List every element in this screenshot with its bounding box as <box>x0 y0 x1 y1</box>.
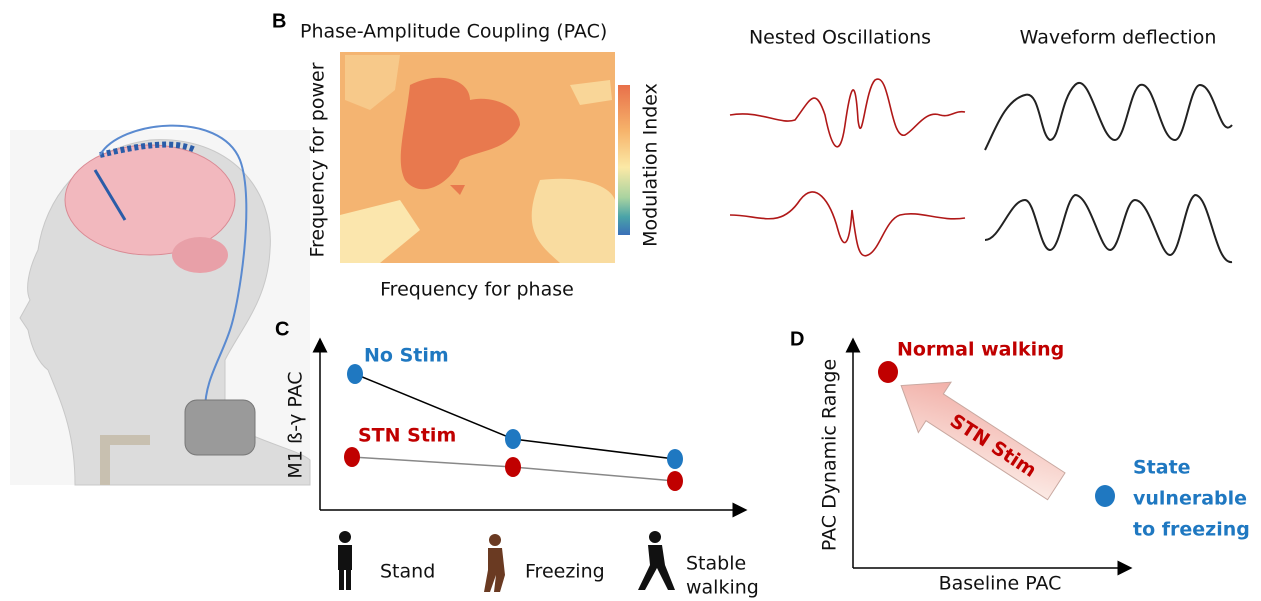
colorbar-label: Modulation Index <box>640 83 662 247</box>
stn-stim-points <box>344 447 683 491</box>
x-axis-label: Frequency for phase <box>380 279 574 301</box>
state-label: State <box>1133 457 1191 479</box>
colorbar <box>618 85 630 235</box>
nested-waves <box>729 78 966 257</box>
person-icons <box>338 531 675 592</box>
arrow-label: STN Stim <box>946 410 1040 482</box>
normal-point <box>878 361 898 383</box>
category-label: walking <box>686 577 759 599</box>
pac-heatmap <box>340 52 615 263</box>
panel-label: C <box>275 318 289 340</box>
panel-title: Phase-Amplitude Coupling (PAC) <box>300 21 607 43</box>
subpanel-title: Waveform deflection <box>1020 27 1217 49</box>
y-axis-label: Frequency for power <box>307 62 329 257</box>
state-label: to freezing <box>1133 519 1250 541</box>
y-axis-label: PAC Dynamic Range <box>819 359 841 551</box>
series-label: STN Stim <box>358 425 456 447</box>
panel-label: B <box>272 10 286 32</box>
vulnerable-point <box>1095 485 1115 507</box>
x-axis-label: Baseline PAC <box>939 573 1062 595</box>
state-label: vulnerable <box>1133 488 1247 510</box>
category-label: Stand <box>380 561 435 583</box>
deflection-waves <box>984 81 1233 263</box>
y-axis-label: M1 ß-γ PAC <box>285 371 307 478</box>
panel-label: D <box>790 328 804 350</box>
state-label: Normal walking <box>897 339 1064 361</box>
series-label: No Stim <box>364 345 449 367</box>
no-stim-points <box>347 364 683 469</box>
subpanel-title: Nested Oscillations <box>749 27 931 49</box>
head-illustration <box>10 124 311 486</box>
stim-arrow: STN Stim <box>900 381 1066 501</box>
category-label: Freezing <box>525 561 605 583</box>
category-label: Stable <box>686 553 746 575</box>
